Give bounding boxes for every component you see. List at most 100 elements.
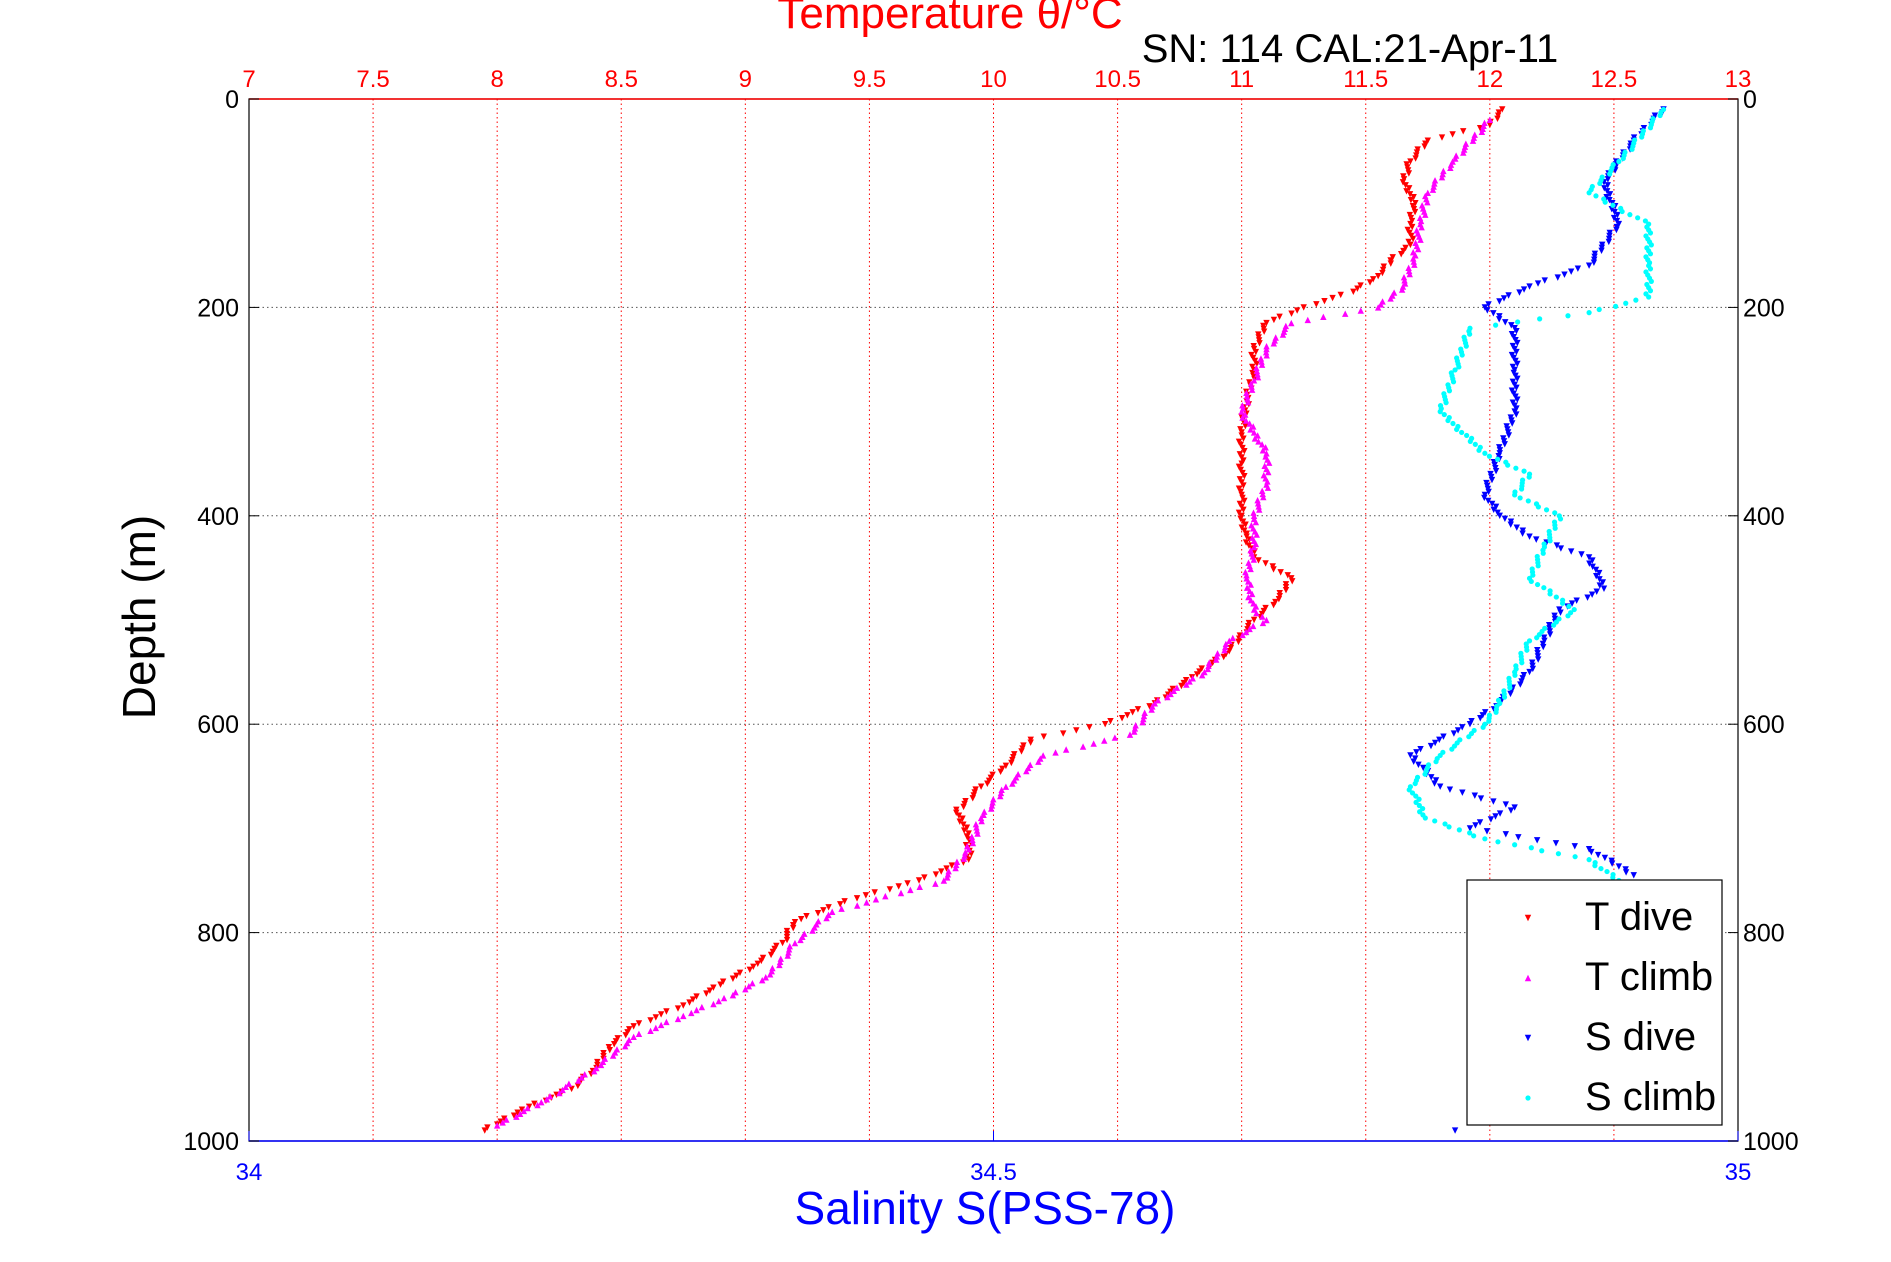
data-point [823, 914, 830, 922]
data-point [1411, 261, 1418, 268]
data-point [1241, 473, 1248, 480]
data-point [1079, 743, 1087, 750]
data-point [746, 966, 754, 974]
data-point [1265, 459, 1273, 466]
data-point [997, 768, 1004, 776]
data-point [1377, 301, 1385, 308]
data-point [1242, 628, 1250, 636]
data-point [1131, 725, 1139, 732]
data-point [1405, 267, 1413, 275]
data-point [1515, 834, 1522, 841]
data-point [1478, 128, 1486, 135]
tick-label-temperature: 12 [1476, 66, 1503, 93]
data-point [514, 1109, 521, 1116]
data-point [559, 1086, 566, 1094]
data-point [706, 987, 714, 994]
data-point [1439, 170, 1446, 178]
data-point [1596, 306, 1602, 313]
data-point [1502, 801, 1510, 808]
data-point [1493, 709, 1499, 715]
chart-title: Temperature θ/°C [777, 0, 1122, 38]
data-point [1598, 247, 1605, 255]
data-point [1406, 191, 1414, 198]
data-point [960, 821, 967, 828]
data-point [1590, 259, 1598, 266]
data-point [1642, 218, 1649, 224]
data-point [783, 936, 791, 944]
data-point [1505, 462, 1511, 468]
data-point [1507, 690, 1514, 698]
data-point [1449, 746, 1455, 752]
data-point [932, 880, 939, 887]
data-point [871, 889, 878, 896]
data-point [1586, 310, 1592, 316]
data-point [1270, 340, 1277, 347]
data-point [1101, 737, 1108, 744]
data-point [1265, 468, 1272, 476]
data-point [1263, 345, 1270, 353]
data-point [1514, 360, 1521, 368]
data-point [1342, 310, 1349, 317]
data-point [1456, 827, 1462, 833]
data-point [1243, 410, 1250, 417]
tick-label-temperature: 10 [980, 66, 1007, 93]
data-point [1422, 211, 1429, 218]
data-point [1421, 143, 1428, 150]
data-point [1519, 486, 1525, 492]
data-point [1566, 603, 1572, 610]
data-point [1413, 749, 1420, 756]
data-point [940, 877, 948, 884]
data-point [1183, 681, 1190, 688]
data-point [1247, 581, 1255, 588]
data-point [1484, 307, 1491, 314]
data-point [1253, 531, 1260, 538]
data-point [1610, 202, 1616, 208]
data-point [1460, 128, 1467, 135]
data-point [1519, 530, 1526, 537]
data-point [630, 1023, 637, 1030]
data-point [1429, 186, 1437, 193]
data-point [1646, 294, 1652, 300]
data-point [762, 974, 769, 981]
data-point [1431, 780, 1438, 787]
data-point [989, 799, 996, 806]
tick-label-temperature: 7.5 [356, 66, 389, 93]
data-point [1627, 212, 1633, 218]
data-point [1511, 804, 1518, 811]
data-point [1633, 297, 1639, 303]
data-point [1420, 764, 1427, 772]
data-point [1226, 637, 1233, 645]
data-point [1154, 697, 1162, 704]
data-point [516, 1110, 524, 1117]
data-point [1610, 874, 1616, 881]
data-point [1277, 569, 1284, 576]
data-point [1534, 635, 1540, 641]
data-point [513, 1113, 520, 1120]
data-point [1508, 322, 1515, 329]
data-point [1276, 313, 1283, 320]
data-point [1540, 550, 1546, 556]
data-point [1387, 295, 1394, 302]
data-point [1129, 709, 1136, 716]
data-point [1616, 158, 1622, 165]
data-point [1449, 131, 1456, 138]
data-point [1410, 258, 1418, 265]
data-point [1486, 116, 1494, 124]
data-point [1555, 851, 1562, 857]
data-point [776, 961, 783, 969]
data-point [1451, 1127, 1459, 1134]
data-point [955, 812, 963, 819]
tick-label-temperature: 8.5 [605, 66, 638, 93]
data-point [1466, 734, 1472, 740]
data-point [1398, 251, 1405, 258]
data-point [1593, 193, 1599, 199]
data-point [961, 827, 968, 834]
data-point [1630, 872, 1637, 879]
data-point [1258, 358, 1265, 365]
data-point [897, 889, 905, 897]
data-point [1648, 242, 1654, 248]
data-point [1431, 177, 1439, 184]
tick-label-depth-left: 0 [225, 86, 239, 114]
data-point [1557, 545, 1565, 552]
data-point [872, 896, 880, 903]
